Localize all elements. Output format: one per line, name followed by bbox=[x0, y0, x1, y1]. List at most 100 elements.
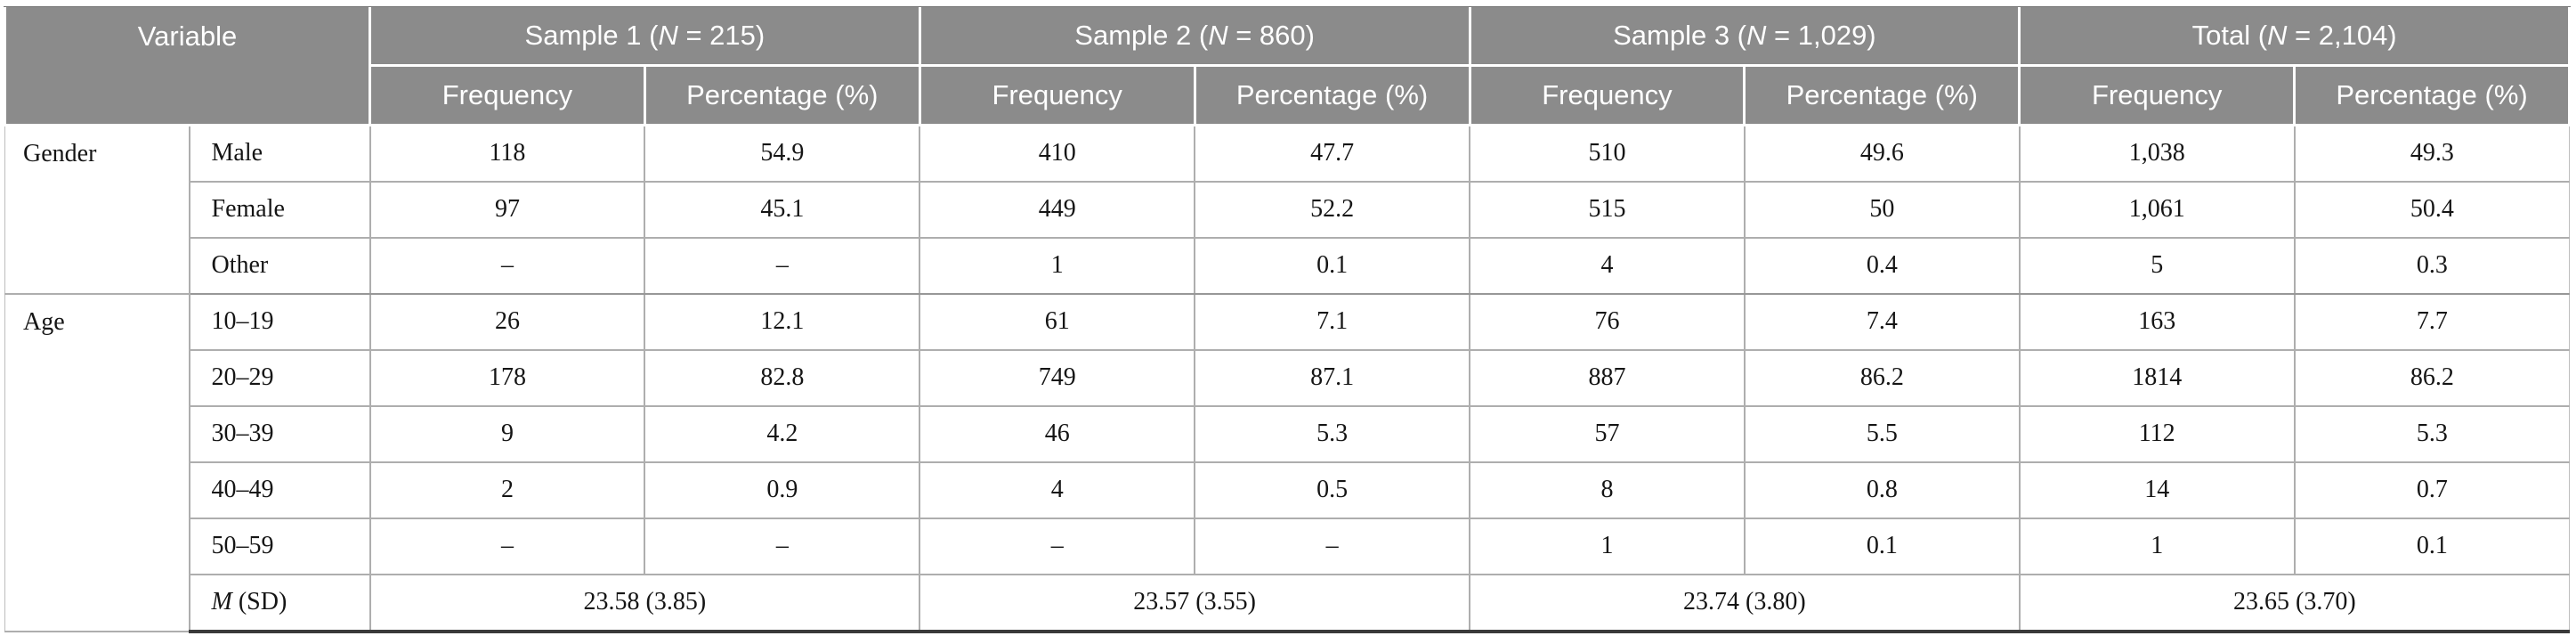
data-cell: 86.2 bbox=[1743, 350, 2020, 407]
data-cell: 26 bbox=[369, 294, 645, 351]
data-cell: 4.2 bbox=[644, 406, 920, 463]
table-row-30-39: 30–39 9 4.2 46 5.3 57 5.5 112 5.3 bbox=[5, 406, 2570, 463]
data-cell: 515 bbox=[1469, 182, 1745, 239]
data-cell: – bbox=[644, 518, 920, 575]
row-label-female: Female bbox=[188, 182, 370, 239]
header-variable-label: Variable bbox=[137, 20, 238, 52]
data-cell: 5.3 bbox=[1194, 406, 1470, 463]
data-cell: 749 bbox=[919, 350, 1195, 407]
data-cell: – bbox=[1194, 518, 1470, 575]
mean-symbol: M bbox=[211, 588, 232, 616]
data-cell: 7.1 bbox=[1194, 294, 1470, 351]
sd-label: (SD) bbox=[231, 588, 288, 616]
data-cell: 0.1 bbox=[2293, 518, 2570, 575]
table-row-mean-sd: M (SD) 23.58 (3.85) 23.57 (3.55) 23.74 (… bbox=[5, 575, 2570, 633]
data-cell: 112 bbox=[2018, 406, 2295, 463]
row-label-10-19: 10–19 bbox=[188, 294, 370, 351]
data-cell: 82.8 bbox=[644, 350, 920, 407]
data-cell: 410 bbox=[919, 125, 1195, 183]
data-cell-mean-sd-sample-1: 23.58 (3.85) bbox=[369, 575, 920, 633]
demographics-table: Variable Sample 1 (N = 215) Sample 2 (N … bbox=[4, 7, 2571, 633]
table-row-male: Gender Male 118 54.9 410 47.7 510 49.6 1… bbox=[4, 125, 2570, 295]
sample-3-label-prefix: Sample 3 ( bbox=[1613, 20, 1747, 51]
sample-2-label-prefix: Sample 2 ( bbox=[1074, 20, 1209, 51]
data-cell-mean-sd-sample-2: 23.57 (3.55) bbox=[919, 575, 1470, 633]
data-cell: 14 bbox=[2018, 462, 2295, 519]
data-cell: 1 bbox=[2018, 518, 2295, 575]
data-cell: 61 bbox=[919, 294, 1195, 351]
data-cell: 54.9 bbox=[644, 125, 920, 183]
sample-3-label-suffix: = 1,029) bbox=[1766, 20, 1876, 51]
data-cell: 1 bbox=[919, 238, 1195, 295]
data-cell: 76 bbox=[1469, 294, 1745, 351]
table-row-10-19: Age 10–19 26 12.1 61 7.1 76 7.4 163 7.7 bbox=[4, 294, 2570, 632]
row-label-50-59: 50–59 bbox=[188, 518, 370, 575]
table-row-50-59: 50–59 – – – – 1 0.1 1 0.1 bbox=[5, 518, 2570, 575]
data-cell: 47.7 bbox=[1194, 125, 1470, 183]
demographics-table-wrapper: Variable Sample 1 (N = 215) Sample 2 (N … bbox=[4, 6, 2571, 633]
header-row-measures: Frequency Percentage (%) Frequency Perce… bbox=[5, 64, 2571, 126]
data-cell: – bbox=[369, 518, 645, 575]
data-cell: 887 bbox=[1469, 350, 1745, 407]
row-label-20-29: 20–29 bbox=[188, 350, 370, 407]
header-sample-1: Sample 1 (N = 215) bbox=[369, 7, 921, 67]
header-percentage-sample-1: Percentage (%) bbox=[643, 64, 921, 126]
header-frequency-sample-1: Frequency bbox=[369, 64, 646, 126]
data-cell: 0.7 bbox=[2293, 462, 2570, 519]
row-label-30-39: 30–39 bbox=[188, 406, 370, 463]
header-percentage-total: Percentage (%) bbox=[2293, 64, 2571, 126]
data-cell: 163 bbox=[2018, 294, 2295, 351]
group-label-gender: Gender bbox=[4, 125, 190, 295]
sample-2-label-n: N bbox=[1208, 20, 1228, 51]
header-percentage-sample-2: Percentage (%) bbox=[1193, 64, 1471, 126]
data-cell: 50.4 bbox=[2293, 182, 2570, 239]
data-cell: 1814 bbox=[2018, 350, 2295, 407]
data-cell: 9 bbox=[369, 406, 645, 463]
data-cell: 52.2 bbox=[1194, 182, 1470, 239]
table-row-20-29: 20–29 178 82.8 749 87.1 887 86.2 1814 86… bbox=[5, 350, 2570, 407]
data-cell: 4 bbox=[919, 462, 1195, 519]
header-total: Total (N = 2,104) bbox=[2018, 7, 2571, 67]
sample-2-label-suffix: = 860) bbox=[1227, 20, 1315, 51]
header-variable: Variable bbox=[4, 7, 371, 126]
sample-1-label-n: N bbox=[658, 20, 678, 51]
data-cell: 4 bbox=[1469, 238, 1745, 295]
data-cell: 5.5 bbox=[1743, 406, 2020, 463]
sample-1-label-prefix: Sample 1 ( bbox=[524, 20, 659, 51]
data-cell: 45.1 bbox=[644, 182, 920, 239]
header-frequency-total: Frequency bbox=[2018, 64, 2297, 126]
data-cell: 178 bbox=[369, 350, 645, 407]
data-cell: 5 bbox=[2018, 238, 2295, 295]
data-cell: 7.7 bbox=[2293, 294, 2570, 351]
data-cell: 449 bbox=[919, 182, 1195, 239]
data-cell: 0.4 bbox=[1743, 238, 2020, 295]
data-cell: 118 bbox=[369, 125, 645, 183]
data-cell: 0.3 bbox=[2293, 238, 2570, 295]
header-frequency-sample-2: Frequency bbox=[918, 64, 1196, 126]
sample-1-label-suffix: = 215) bbox=[677, 20, 766, 51]
data-cell: 5.3 bbox=[2293, 406, 2570, 463]
data-cell: 97 bbox=[369, 182, 645, 239]
data-cell: 0.1 bbox=[1743, 518, 2020, 575]
header-frequency-sample-3: Frequency bbox=[1468, 64, 1746, 126]
table-row-40-49: 40–49 2 0.9 4 0.5 8 0.8 14 0.7 bbox=[5, 462, 2570, 519]
data-cell: – bbox=[369, 238, 645, 295]
data-cell: 0.1 bbox=[1194, 238, 1470, 295]
row-label-other: Other bbox=[188, 238, 370, 295]
table-row-other: Other – – 1 0.1 4 0.4 5 0.3 bbox=[5, 238, 2570, 295]
group-label-age: Age bbox=[4, 294, 190, 632]
total-label-prefix: Total ( bbox=[2191, 20, 2268, 51]
data-cell: 0.9 bbox=[644, 462, 920, 519]
data-cell-mean-sd-total: 23.65 (3.70) bbox=[2018, 575, 2570, 633]
sample-3-label-n: N bbox=[1746, 20, 1767, 51]
data-cell: – bbox=[919, 518, 1195, 575]
header-sample-2: Sample 2 (N = 860) bbox=[918, 7, 1471, 67]
data-cell: – bbox=[644, 238, 920, 295]
data-cell: 46 bbox=[919, 406, 1195, 463]
table-row-female: Female 97 45.1 449 52.2 515 50 1,061 50.… bbox=[5, 182, 2570, 239]
row-label-mean-sd: M (SD) bbox=[188, 575, 370, 633]
data-cell: 49.3 bbox=[2293, 125, 2570, 183]
total-label-suffix: = 2,104) bbox=[2287, 20, 2397, 51]
data-cell: 87.1 bbox=[1194, 350, 1470, 407]
header-row-groups: Variable Sample 1 (N = 215) Sample 2 (N … bbox=[4, 7, 2571, 126]
